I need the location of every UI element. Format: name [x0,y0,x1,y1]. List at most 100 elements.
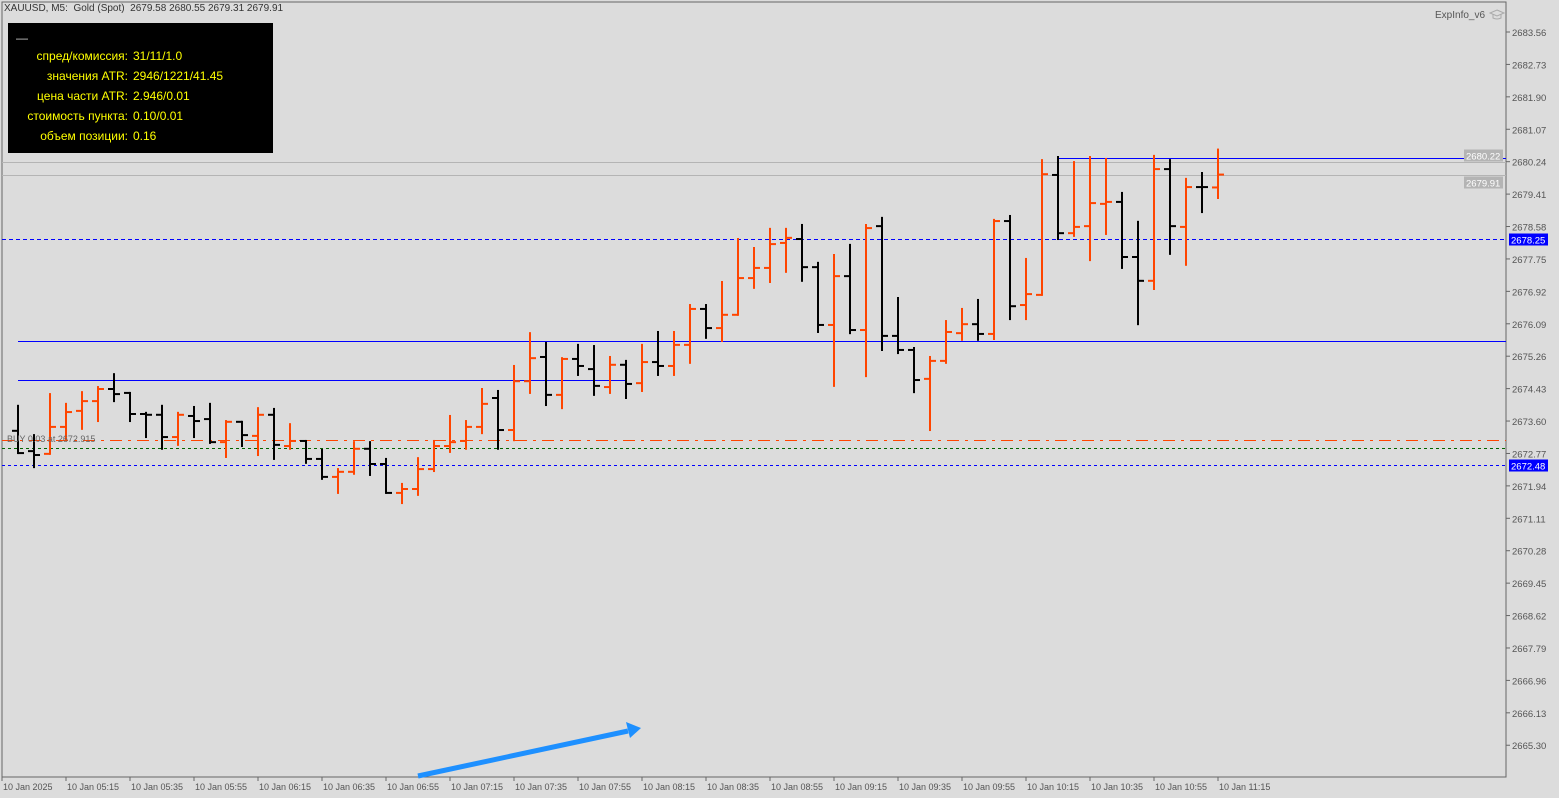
price-tick-label: 2666.96 [1512,676,1546,687]
price-tick-label: 2666.13 [1512,709,1546,720]
time-tick-label: 10 Jan 2025 [3,782,53,792]
price-tick-label: 2673.60 [1512,417,1546,428]
info-value: 2.946/0.01 [133,89,190,103]
price-tick-label: 2679.41 [1512,190,1546,201]
ohlc-bar [428,439,440,473]
info-value: 31/11/1.0 [133,49,183,63]
ohlc-bar [156,404,168,450]
time-tick-label: 10 Jan 07:15 [451,782,503,792]
price-label-bg [1464,176,1503,189]
ohlc-bar [604,355,616,394]
ohlc-bar [844,243,856,335]
ohlc-bar [620,359,632,399]
price-label-text: 2672.48 [1511,462,1545,473]
price-tick-label: 2670.28 [1512,547,1546,558]
ohlc-bar [236,420,248,448]
ohlc-bar [1148,154,1160,291]
price-tick-label: 2681.90 [1512,93,1546,104]
ohlc-bar [300,439,312,464]
expert-label[interactable]: ExpInfo_v6 [1435,8,1506,22]
ohlc-bar [476,388,488,435]
ohlc-bar [1116,191,1128,269]
horizontal-levels: 2678.25 2672.48 2680.22 2679.91 [2,149,1548,473]
price-tick-label: 2680.24 [1512,158,1546,169]
ohlc-bar [108,373,120,403]
mortarboard-icon [1489,9,1506,20]
ohlc-bar [1084,155,1096,262]
time-tick-label: 10 Jan 10:55 [1155,782,1207,792]
info-label: значения ATR: [46,69,128,83]
ohlc-bar [940,320,952,364]
ohlc-bar [796,223,808,282]
time-tick-label: 10 Jan 05:35 [131,782,183,792]
price-label: 2672.48 [1509,459,1548,473]
info-label: объем позиции: [40,129,128,143]
ohlc-bar [780,227,792,273]
ohlc-bar [364,441,376,476]
ohlc-bar [668,330,680,376]
ohlc-bar [44,393,56,455]
ohlc-bar [268,407,280,460]
ohlc-bar [1100,157,1112,235]
ohlc-bar [1036,159,1048,296]
price-tick-label: 2665.30 [1512,741,1546,752]
ohlc-bar [12,404,24,455]
ohlc-bar [1196,172,1208,214]
price-label: 2678.25 [1509,233,1548,247]
arrow-icon[interactable] [417,722,641,779]
ohlc-bar [92,386,104,423]
price-axis[interactable]: 2683.56 2682.73 2681.90 2681.07 2680.24 2679.… [1506,28,1546,752]
time-tick-label: 10 Jan 07:35 [515,782,567,792]
ohlc-bar [252,407,264,457]
info-value: 0.10/0.01 [133,109,184,123]
ohlc-bar [892,297,904,355]
price-tick-label: 2667.79 [1512,644,1546,655]
price-tick-label: 2671.11 [1512,514,1546,525]
time-tick-label: 10 Jan 05:15 [67,782,119,792]
time-tick-label: 10 Jan 08:35 [707,782,759,792]
time-tick-label: 10 Jan 07:55 [579,782,631,792]
ohlc-bars [12,148,1224,505]
ohlc-bar [508,364,520,442]
ohlc-bar [188,405,200,439]
ohlc-bar [460,420,472,450]
ohlc-bar [684,304,696,364]
ohlc-bar [60,402,72,441]
price-tick-label: 2676.09 [1512,320,1546,331]
time-tick-label: 10 Jan 06:35 [323,782,375,792]
ohlc-bar [124,391,136,423]
ohlc-bar [1212,148,1224,200]
time-axis[interactable]: 10 Jan 2025 10 Jan 05:15 10 Jan 05:35 10 Ja… [1,777,1270,792]
ohlc-bar [636,343,648,392]
price-tick-label: 2674.43 [1512,385,1546,396]
time-tick-label: 10 Jan 08:15 [643,782,695,792]
ohlc-bar [1020,257,1032,321]
time-tick-label: 10 Jan 10:15 [1027,782,1079,792]
ohlc-bar [988,218,1000,341]
time-tick-label: 10 Jan 06:15 [259,782,311,792]
ohlc-bar [396,482,408,505]
ohlc-bar [540,341,552,407]
ohlc-bar [204,402,216,444]
ohlc-bar [572,343,584,376]
price-tick-label: 2677.75 [1512,255,1546,266]
ohlc-bar [332,468,344,494]
ohlc-bar [764,227,776,283]
ohlc-bar [1052,155,1064,241]
ohlc-bar [172,411,184,446]
time-tick-label: 10 Jan 09:15 [835,782,887,792]
info-value: 0.16 [133,129,157,143]
price-label-text: 2678.25 [1511,236,1545,247]
info-label: спред/комиссия: [36,49,128,63]
ohlc-bar [220,420,232,458]
price-tick-label: 2675.26 [1512,352,1546,363]
ohlc-bar [588,345,600,396]
chart-frame [1,1,1507,778]
ohlc-bar [1164,159,1176,255]
ohlc-bar [860,223,872,378]
minimize-button[interactable]: — [16,31,28,45]
ohlc-bar [316,448,328,480]
symbol-header: XAUUSD, M5: Gold (Spot) 2679.58 2680.55 … [4,3,284,14]
price-tick-label: 2682.73 [1512,60,1546,71]
